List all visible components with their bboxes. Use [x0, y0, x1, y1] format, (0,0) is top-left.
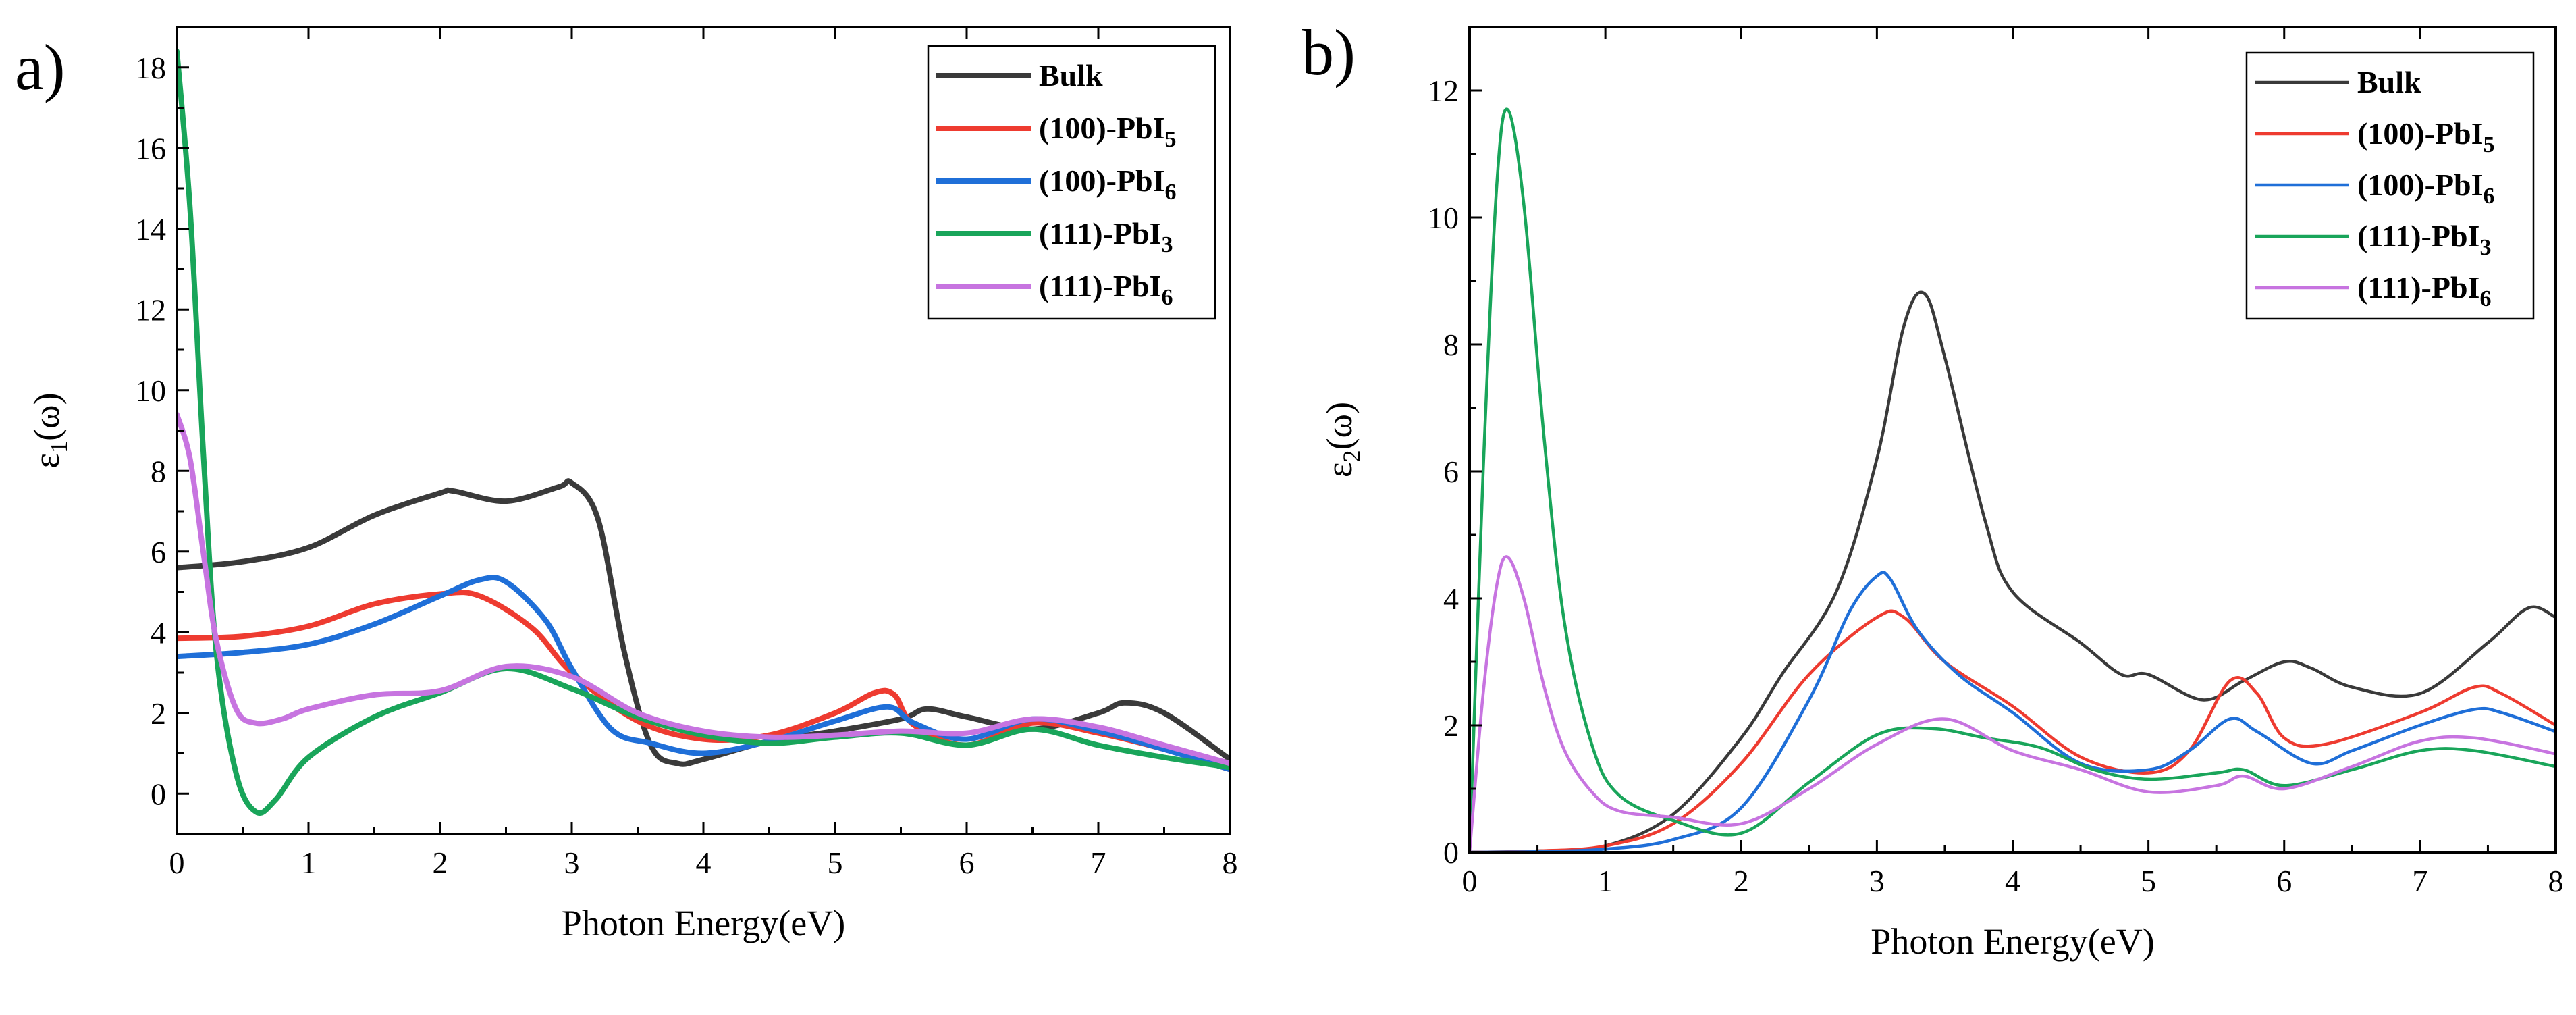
series-line--111-pbi6-b	[1470, 555, 2556, 852]
x-tick-label-b: 2	[1734, 864, 1749, 898]
y-tick-label-b: 8	[1443, 328, 1459, 362]
y-tick-label-b: 2	[1443, 708, 1459, 743]
legend-label: (111)-PbI3	[2357, 219, 2491, 260]
legend-label: (100)-PbI5	[1039, 111, 1177, 152]
x-tick-label-b: 8	[2548, 864, 2564, 898]
x-tick-label-a: 0	[169, 845, 185, 880]
legend-label: Bulk	[2357, 65, 2421, 99]
x-tick-label-b: 6	[2276, 864, 2292, 898]
x-tick-label-a: 8	[1223, 845, 1238, 880]
x-tick-label-b: 5	[2141, 864, 2156, 898]
legend-label: (100)-PbI5	[2357, 116, 2495, 157]
y-tick-label-a: 6	[151, 535, 166, 569]
x-tick-label-b: 3	[1869, 864, 1885, 898]
legend-label: (111)-PbI6	[2357, 270, 2491, 311]
series-line-bulk-b	[1470, 290, 2556, 852]
x-tick-label-a: 4	[696, 845, 712, 880]
x-tick-label-b: 1	[1598, 864, 1613, 898]
y-tick-label-a: 10	[135, 373, 166, 408]
x-axis-title-b: Photon Energy(eV)	[1871, 921, 2154, 962]
y-tick-label-a: 16	[135, 131, 166, 165]
panel-label-a: a)	[15, 31, 65, 103]
x-tick-label-a: 3	[564, 845, 580, 880]
y-tick-label-b: 12	[1428, 74, 1459, 108]
x-tick-label-b: 4	[2005, 864, 2020, 898]
y-tick-label-a: 0	[151, 777, 166, 811]
series-line--100-pbi6-b	[1470, 571, 2556, 852]
series-line--111-pbi3-b	[1470, 107, 2556, 852]
legend-label: Bulk	[1039, 58, 1103, 93]
x-tick-label-a: 2	[433, 845, 448, 880]
x-tick-label-b: 7	[2412, 864, 2427, 898]
y-axis-title-a: ε1(ω)	[26, 392, 72, 468]
y-tick-label-a: 14	[135, 212, 166, 246]
series-group-a	[177, 48, 1230, 816]
legend-label: (111)-PbI3	[1039, 216, 1173, 257]
y-tick-label-b: 0	[1443, 835, 1459, 870]
legend-label: (100)-PbI6	[2357, 167, 2495, 209]
series-line--100-pbi5-a	[177, 590, 1230, 773]
y-tick-label-a: 12	[135, 292, 166, 327]
y-tick-label-b: 6	[1443, 454, 1459, 489]
y-tick-label-a: 8	[151, 454, 166, 488]
y-tick-label-b: 10	[1428, 201, 1459, 235]
x-axis-title-a: Photon Energy(eV)	[562, 903, 845, 943]
x-tick-label-a: 1	[301, 845, 317, 880]
series-group-b	[1470, 107, 2556, 852]
x-tick-label-b: 0	[1462, 864, 1478, 898]
y-tick-label-b: 4	[1443, 581, 1459, 616]
x-tick-label-a: 7	[1091, 845, 1106, 880]
y-tick-label-a: 4	[151, 615, 166, 650]
x-tick-label-a: 5	[828, 845, 843, 880]
y-tick-label-a: 18	[135, 51, 166, 85]
x-tick-label-a: 6	[959, 845, 975, 880]
y-axis-title-b: ε2(ω)	[1319, 402, 1365, 477]
legend-label: (100)-PbI6	[1039, 163, 1177, 205]
series-line--111-pbi6-a	[177, 411, 1230, 766]
panel-label-b: b)	[1302, 16, 1356, 88]
legend-b: Bulk (100)-PbI5 (100)-PbI6 (111)-PbI3 (111)-…	[2245, 51, 2535, 320]
series-line--100-pbi5-b	[1470, 609, 2556, 852]
y-tick-label-a: 2	[151, 696, 166, 731]
legend-a: Bulk (100)-PbI5 (100)-PbI6 (111)-PbI3 (111)-…	[927, 45, 1216, 320]
legend-label: (111)-PbI6	[1039, 269, 1173, 310]
